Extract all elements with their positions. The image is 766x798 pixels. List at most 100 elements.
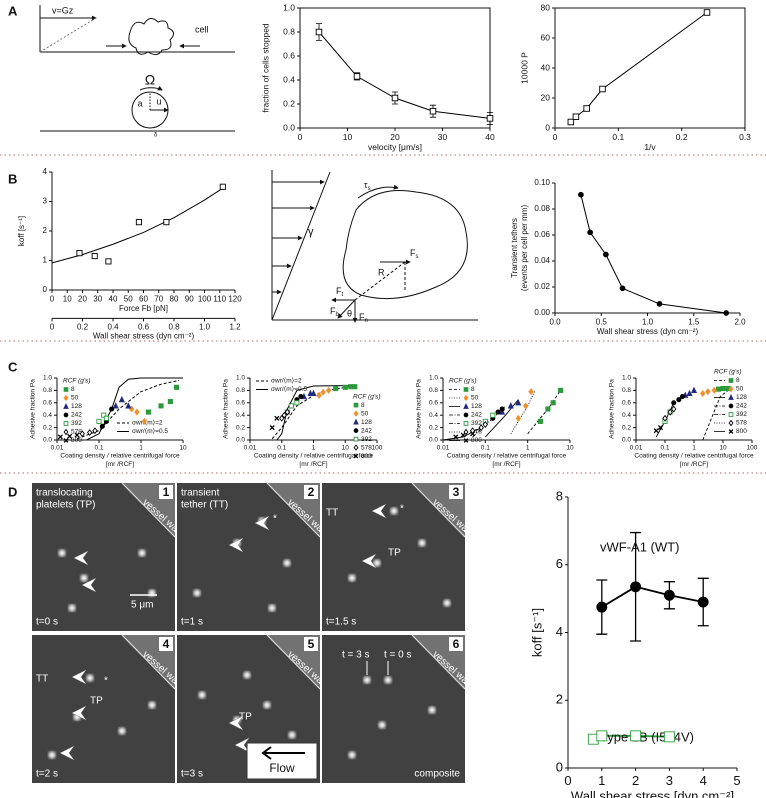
marker: [656, 301, 663, 307]
diagram-label: γ: [308, 226, 314, 238]
y-tick-label: 1.0: [429, 375, 438, 382]
y-tick-label: 0.4: [43, 412, 52, 419]
marker: [463, 412, 469, 418]
arrowhead: [228, 715, 244, 731]
x-tick-label: 5: [733, 773, 740, 788]
marker: [507, 402, 514, 409]
marker: [657, 425, 664, 431]
diagram-label: v=Gz: [52, 5, 74, 15]
y-axis-label: 10000 P: [519, 52, 529, 84]
arrowhead: [228, 537, 244, 553]
platelet: [68, 604, 76, 612]
x-tick-label: 0.01: [244, 445, 257, 452]
arrowhead: [71, 669, 87, 685]
note: platelets (TP): [36, 500, 95, 511]
y-tick-label: 0.0: [236, 437, 245, 444]
marker: [728, 378, 734, 383]
x-tick-label: 0: [50, 294, 55, 303]
marker: [63, 421, 69, 426]
x2-tick-label: 0.6: [138, 323, 150, 332]
y-tick-label: 0.0: [622, 437, 631, 444]
platelet: [283, 559, 291, 567]
x-axis-label: [mr /RCF]: [680, 461, 708, 468]
y-tick-label: 0.00: [534, 308, 550, 317]
y-tick-label: 0: [556, 759, 563, 774]
platelet: [80, 574, 88, 582]
marker: [630, 581, 642, 593]
x-tick-label: 2.0: [734, 317, 746, 326]
number-box: [449, 637, 463, 651]
arrowhead: [71, 705, 87, 721]
marker: [463, 438, 469, 443]
legend-label: 8: [471, 386, 475, 393]
series-line: [51, 187, 224, 264]
legend-label: 242: [471, 412, 482, 419]
marker: [728, 412, 734, 417]
panel-number: 6: [453, 637, 460, 651]
y-tick-label: 4: [43, 167, 48, 176]
x-axis-label: Force Fb [pN]: [119, 304, 168, 313]
marker: [333, 385, 339, 392]
chart: 0.0 0.5 1.0 1.5 2.0 0.00 0.02 0.04 0.06 0.08 0.10 W…: [510, 178, 746, 336]
y-axis-label: koff [s⁻¹]: [17, 216, 26, 246]
platelet: [288, 731, 296, 739]
legend-label: 8: [71, 386, 75, 393]
platelet: [390, 507, 398, 515]
marker: [103, 415, 109, 421]
x-tick-label: 4: [700, 773, 707, 788]
marker: [490, 412, 496, 418]
x-tick-label: 0.1: [277, 445, 286, 452]
x-tick-label: 0.3: [739, 132, 751, 142]
panel-label: A: [8, 3, 18, 18]
x-tick-label: 0: [298, 132, 303, 142]
marker: [167, 399, 173, 405]
x-tick-label: 80: [170, 294, 179, 303]
marker: [353, 73, 361, 80]
marker: [96, 418, 102, 424]
y-tick-label: 0.8: [622, 387, 631, 394]
x-tick-label: 90: [185, 294, 194, 303]
marker: [603, 251, 609, 258]
note: tether (TT): [181, 500, 228, 511]
marker: [342, 384, 348, 390]
legend-label: 128: [736, 394, 747, 401]
marker: [87, 429, 93, 437]
marker: [352, 384, 358, 390]
flow-box: [246, 742, 318, 780]
x-tick-label: 40: [485, 132, 495, 142]
label-part: F: [410, 248, 416, 258]
y-tick-label: 1.0: [236, 375, 245, 382]
arrowhead: [254, 515, 270, 531]
star: *: [104, 676, 108, 687]
note: TT: [36, 674, 48, 685]
x-tick-label: 70: [154, 294, 163, 303]
note: TP: [388, 548, 401, 559]
legend-title: RCF (g's): [449, 378, 476, 385]
x-tick-label: 1: [692, 445, 696, 452]
diagram-label: δ: [154, 133, 158, 139]
y-axis-label: koff [s⁻¹]: [529, 608, 544, 657]
diagram-label: cell: [195, 24, 209, 34]
number-box: [304, 485, 318, 499]
series-line: [570, 12, 708, 123]
number-box: [449, 485, 463, 499]
marker: [315, 28, 323, 36]
note: TT: [326, 508, 338, 519]
x-axis-label: Coating density / relative centrifugal f…: [634, 452, 754, 459]
x-tick-label: 100: [198, 294, 212, 303]
marker: [269, 425, 275, 431]
x-tick-label: 30: [438, 132, 448, 142]
chart: 0.01 0.1 1 10 0.0 0.2 0.4 0.6 0.8 1.0 Coating dens…: [30, 375, 187, 468]
marker: [495, 409, 501, 415]
marker: [463, 421, 469, 426]
legend-label: 800: [471, 437, 482, 444]
arrowhead: [59, 745, 75, 761]
legend-label: 242: [736, 403, 747, 410]
y-tick-label: 0.6: [236, 400, 245, 407]
vessel-wall-edge: [121, 634, 176, 690]
y-tick-label: 0.4: [429, 412, 438, 419]
legend-label: 242: [71, 412, 82, 419]
vessel-wall-edge: [266, 634, 321, 690]
legend-label: σwr/⟨m⟩=0.5: [132, 428, 168, 435]
y-tick-label: 0: [545, 122, 550, 132]
